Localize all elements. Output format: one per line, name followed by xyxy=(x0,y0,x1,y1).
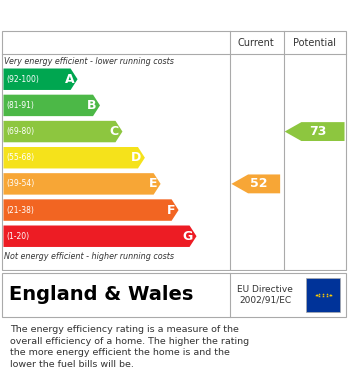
Text: (39-54): (39-54) xyxy=(6,179,34,188)
Text: Current: Current xyxy=(237,38,274,48)
Text: (55-68): (55-68) xyxy=(6,153,34,162)
Polygon shape xyxy=(285,122,345,141)
Text: Very energy efficient - lower running costs: Very energy efficient - lower running co… xyxy=(4,57,174,66)
Text: EU Directive
2002/91/EC: EU Directive 2002/91/EC xyxy=(237,285,293,305)
Bar xyxy=(306,278,340,312)
Text: Energy Efficiency Rating: Energy Efficiency Rating xyxy=(10,7,220,23)
Polygon shape xyxy=(3,95,100,116)
Polygon shape xyxy=(3,199,179,221)
Polygon shape xyxy=(231,174,280,193)
Text: (1-20): (1-20) xyxy=(6,232,29,241)
Text: Not energy efficient - higher running costs: Not energy efficient - higher running co… xyxy=(4,251,174,260)
Text: C: C xyxy=(110,125,119,138)
Text: E: E xyxy=(149,178,157,190)
Text: England & Wales: England & Wales xyxy=(9,285,193,305)
Text: 73: 73 xyxy=(309,125,326,138)
Text: D: D xyxy=(131,151,141,164)
Text: (69-80): (69-80) xyxy=(6,127,34,136)
Text: G: G xyxy=(183,230,193,243)
Polygon shape xyxy=(3,173,160,195)
Text: A: A xyxy=(64,73,74,86)
Text: 52: 52 xyxy=(250,178,267,190)
Polygon shape xyxy=(3,226,197,247)
Polygon shape xyxy=(3,147,145,169)
Text: Potential: Potential xyxy=(293,38,337,48)
Text: F: F xyxy=(167,204,175,217)
Text: (92-100): (92-100) xyxy=(6,75,39,84)
Text: The energy efficiency rating is a measure of the
overall efficiency of a home. T: The energy efficiency rating is a measur… xyxy=(10,325,250,369)
Polygon shape xyxy=(3,68,78,90)
Text: (21-38): (21-38) xyxy=(6,206,34,215)
Text: B: B xyxy=(87,99,96,112)
Polygon shape xyxy=(3,121,122,142)
Text: (81-91): (81-91) xyxy=(6,101,34,110)
